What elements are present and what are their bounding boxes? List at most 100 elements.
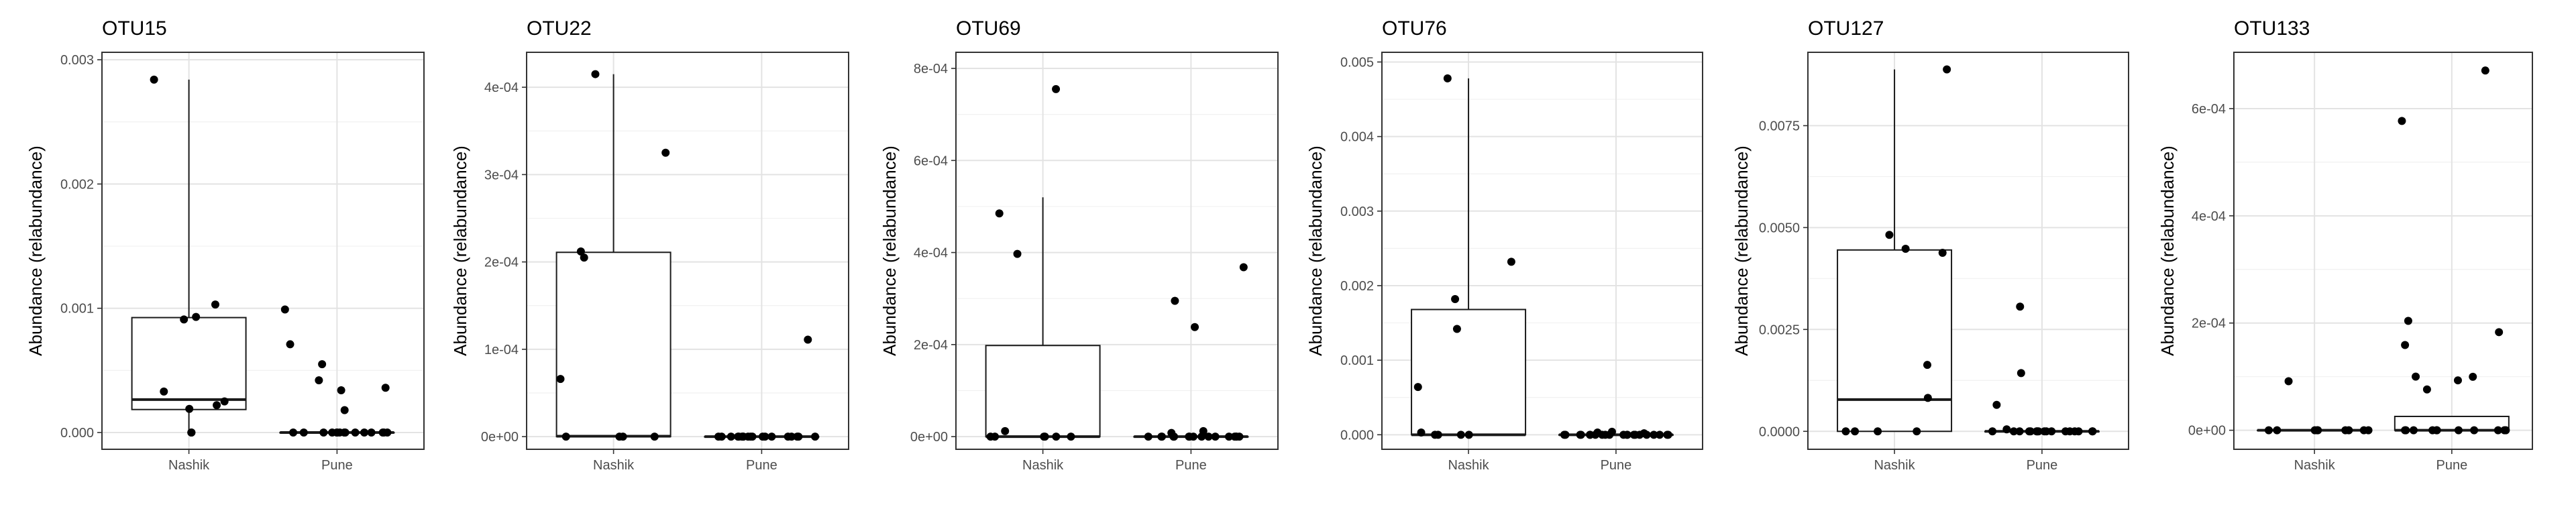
data-point [1938, 249, 1947, 258]
panel-title: OTU22 [527, 17, 592, 40]
data-point [650, 433, 659, 441]
y-tick-label: 3e-04 [484, 168, 519, 182]
data-point [1943, 65, 1951, 74]
data-point [1913, 427, 1921, 436]
data-point [2453, 376, 2462, 385]
y-tick-label: 0.0000 [1759, 424, 1800, 439]
data-point [1656, 431, 1664, 439]
data-point [2364, 426, 2373, 435]
box-nashik [985, 345, 1101, 438]
data-point [1664, 431, 1672, 439]
data-point [1598, 431, 1607, 439]
data-point [2469, 372, 2477, 381]
data-point [1452, 325, 1461, 333]
y-tick-label: 2e-04 [914, 338, 948, 353]
y-tick-label: 0e+00 [481, 430, 519, 445]
data-point [211, 300, 219, 309]
data-point [2500, 426, 2509, 435]
data-point [180, 315, 189, 324]
panel-otu15: 0.000 0.001 0.002 0.003 Nashik Pune OTU15 Abund… [25, 17, 425, 473]
data-point [2401, 341, 2410, 349]
data-point [1623, 431, 1631, 439]
y-axis-label: Abundance (relabundance) [25, 146, 46, 356]
y-tick-label: 0.0075 [1759, 119, 1800, 133]
panel-title: OTU133 [2234, 17, 2310, 40]
box-nashik [1837, 249, 1953, 433]
data-point [2017, 369, 2025, 378]
data-point [1586, 431, 1595, 439]
data-point [286, 340, 294, 349]
data-point [187, 428, 196, 437]
data-point [804, 335, 812, 344]
y-tick-label: 0.003 [60, 53, 94, 68]
data-point [767, 433, 776, 441]
data-point [318, 360, 327, 369]
data-point [2409, 426, 2418, 435]
data-point [2032, 427, 2041, 436]
data-point [192, 312, 201, 321]
y-tick-label: 2e-04 [484, 255, 519, 270]
data-point [1576, 431, 1585, 439]
data-point [2454, 426, 2463, 435]
x-tick-label: Pune [2436, 458, 2467, 473]
data-point [761, 433, 769, 441]
data-point [2009, 427, 2018, 436]
panel-title: OTU69 [956, 17, 1021, 40]
data-point [1185, 433, 1193, 441]
data-point [2493, 426, 2502, 435]
y-axis-label: Abundance (relabundance) [450, 146, 470, 356]
panel-otu127: 0.0000 0.0025 0.0050 0.0075 Nashik Pune OTU127… [1731, 17, 2129, 473]
data-point [1204, 433, 1213, 441]
data-point [1001, 426, 1010, 435]
data-point [220, 397, 229, 406]
data-point [2047, 427, 2056, 436]
data-point [1874, 427, 1882, 436]
data-point [1225, 433, 1234, 441]
y-tick-label: 2e-04 [2192, 317, 2226, 331]
y-axis-label: Abundance (relabundance) [2157, 146, 2178, 356]
data-point [1629, 431, 1638, 439]
data-point [280, 305, 289, 314]
data-point [337, 386, 345, 394]
data-point [727, 433, 735, 441]
data-point [2016, 302, 2025, 311]
y-tick-label: 0.001 [60, 302, 94, 317]
panel-border [1381, 52, 1703, 450]
panel-otu76: 0.000 0.001 0.002 0.003 0.004 0.005 Nashik Pune… [1305, 17, 1703, 473]
data-point [289, 428, 298, 437]
box-nashik [555, 251, 672, 438]
plot-background [2234, 52, 2532, 449]
y-tick-label: 0.002 [60, 177, 94, 192]
data-point [615, 433, 624, 441]
data-point [1144, 433, 1152, 441]
panel-otu133: 0e+00 2e-04 4e-04 6e-04 Nashik Pune OTU133 Abun… [2157, 17, 2533, 473]
data-point [2341, 426, 2350, 435]
data-point [1650, 431, 1658, 439]
panel-title: OTU127 [1808, 17, 1884, 40]
y-tick-label: 0e+00 [910, 430, 948, 445]
data-point [1417, 428, 1426, 437]
data-point [1413, 383, 1422, 392]
x-tick-label: Pune [746, 458, 777, 473]
data-point [1635, 431, 1644, 439]
data-point [299, 428, 308, 437]
data-point [213, 401, 221, 410]
data-point [2025, 427, 2033, 436]
data-point [1841, 427, 1850, 436]
data-point [2313, 426, 2322, 435]
data-point [2404, 317, 2412, 325]
data-point [1040, 433, 1049, 441]
data-point [160, 387, 168, 396]
data-point [986, 433, 995, 441]
panel-border [2233, 52, 2533, 450]
panel-border [955, 52, 1279, 450]
data-point [2432, 426, 2441, 435]
data-point [185, 404, 194, 413]
x-tick-label: Nashik [168, 458, 210, 473]
data-point [351, 428, 360, 437]
data-point [1052, 84, 1061, 93]
data-point [1561, 431, 1570, 439]
data-point [1067, 433, 1075, 441]
data-point [1170, 433, 1179, 441]
